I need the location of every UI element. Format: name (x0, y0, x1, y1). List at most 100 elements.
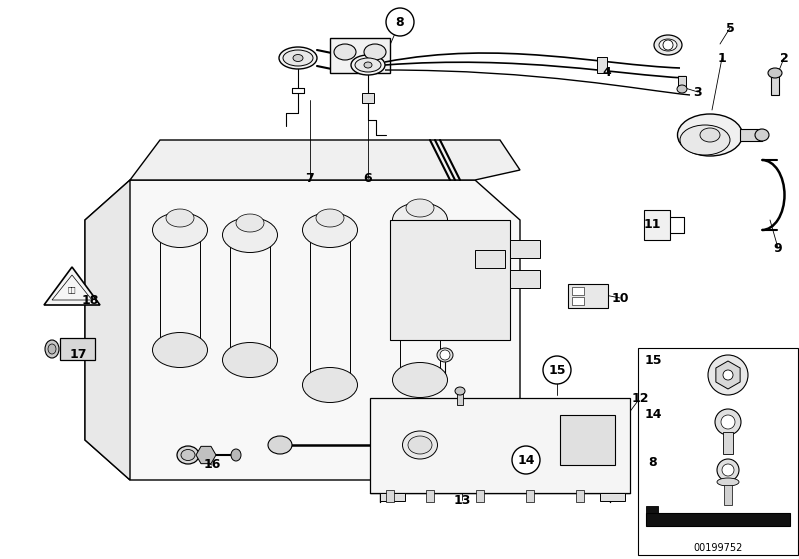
Bar (572, 287, 584, 295)
Bar (678, 76, 686, 90)
Ellipse shape (351, 55, 385, 75)
Circle shape (723, 370, 733, 380)
Ellipse shape (437, 348, 453, 362)
Text: 9: 9 (773, 241, 782, 254)
Ellipse shape (236, 214, 264, 232)
Ellipse shape (392, 202, 447, 238)
Bar (426, 490, 434, 502)
Bar (724, 485, 732, 505)
Text: 7: 7 (306, 172, 314, 184)
Bar (638, 348, 798, 555)
Bar (370, 398, 630, 493)
Ellipse shape (293, 54, 303, 61)
Text: 8: 8 (649, 456, 658, 468)
Text: 10: 10 (611, 291, 629, 305)
Ellipse shape (316, 209, 344, 227)
Ellipse shape (364, 62, 372, 68)
Text: 5: 5 (725, 21, 734, 35)
Ellipse shape (222, 343, 277, 377)
Circle shape (386, 8, 414, 36)
Ellipse shape (303, 212, 357, 248)
Ellipse shape (279, 47, 317, 69)
Bar (386, 490, 394, 502)
Ellipse shape (231, 449, 241, 461)
Ellipse shape (654, 35, 682, 55)
Text: 18: 18 (81, 293, 99, 306)
Circle shape (722, 464, 734, 476)
Ellipse shape (268, 436, 292, 454)
Bar (526, 490, 534, 502)
Ellipse shape (283, 50, 313, 66)
Ellipse shape (222, 217, 277, 253)
Bar (572, 297, 584, 305)
Bar (568, 284, 608, 308)
Text: 1: 1 (718, 51, 726, 64)
Bar (362, 93, 374, 103)
Polygon shape (646, 506, 658, 513)
Text: 11: 11 (643, 219, 661, 231)
Ellipse shape (177, 446, 199, 464)
Ellipse shape (364, 44, 386, 60)
Ellipse shape (677, 85, 687, 93)
Bar (510, 240, 540, 258)
Ellipse shape (153, 333, 208, 367)
Ellipse shape (717, 478, 739, 486)
Text: 16: 16 (203, 458, 221, 471)
Text: 4: 4 (602, 65, 611, 78)
Polygon shape (85, 180, 520, 480)
Text: 13: 13 (453, 494, 471, 506)
Circle shape (512, 446, 540, 474)
Ellipse shape (355, 58, 381, 72)
Circle shape (440, 350, 450, 360)
Circle shape (717, 459, 739, 481)
Text: 14: 14 (644, 409, 662, 421)
Polygon shape (644, 210, 670, 240)
Bar (457, 391, 463, 405)
Bar (560, 415, 615, 465)
Text: 17: 17 (70, 348, 87, 362)
Circle shape (663, 40, 673, 50)
Ellipse shape (166, 209, 194, 227)
Bar (330, 38, 390, 73)
Bar (597, 57, 607, 73)
Bar (390, 220, 510, 340)
Ellipse shape (678, 114, 742, 156)
Bar (771, 73, 779, 95)
Ellipse shape (334, 44, 356, 60)
Ellipse shape (303, 367, 357, 402)
Text: 3: 3 (694, 86, 702, 98)
Text: 15: 15 (548, 363, 566, 377)
Polygon shape (646, 513, 790, 526)
Bar (380, 493, 405, 501)
Ellipse shape (755, 129, 769, 141)
Ellipse shape (153, 212, 208, 248)
Text: 15: 15 (644, 353, 662, 367)
Bar (576, 490, 584, 502)
Ellipse shape (659, 39, 677, 51)
Ellipse shape (181, 449, 195, 461)
Text: 12: 12 (631, 391, 649, 405)
Bar (510, 270, 540, 288)
Ellipse shape (403, 431, 438, 459)
Circle shape (715, 409, 741, 435)
Text: 6: 6 (364, 172, 372, 184)
Circle shape (721, 415, 735, 429)
Circle shape (708, 355, 748, 395)
Ellipse shape (680, 125, 730, 155)
Text: 2: 2 (780, 51, 789, 64)
Bar (475, 250, 505, 268)
Ellipse shape (392, 362, 447, 397)
Bar (723, 432, 733, 454)
Circle shape (543, 356, 571, 384)
Polygon shape (85, 180, 130, 480)
Bar (740, 129, 762, 141)
Bar (600, 493, 625, 501)
Bar (60, 338, 95, 360)
Ellipse shape (408, 436, 432, 454)
Text: 8: 8 (396, 16, 404, 29)
Ellipse shape (48, 344, 56, 354)
Polygon shape (130, 140, 520, 180)
Text: 14: 14 (517, 453, 535, 467)
Text: ⒶⓇ: ⒶⓇ (68, 287, 76, 293)
Bar (476, 490, 484, 502)
